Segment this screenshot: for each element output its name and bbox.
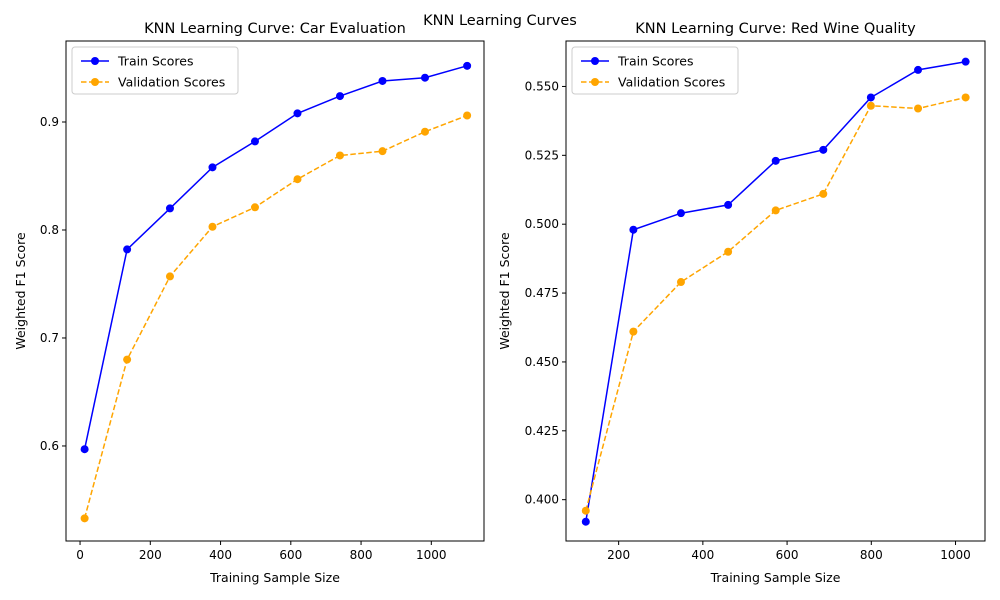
x-tick-label: 600 [279, 548, 302, 562]
data-point-train-scores [420, 73, 429, 82]
data-point-validation-scores [819, 189, 828, 198]
y-tick-label: 0.525 [525, 148, 559, 162]
data-point-validation-scores [463, 111, 472, 120]
data-point-validation-scores [581, 506, 590, 515]
y-tick-label: 0.8 [40, 223, 59, 237]
data-point-validation-scores [866, 101, 875, 110]
plot-frame [65, 40, 485, 542]
series-train-scores [80, 61, 472, 454]
y-tick-label: 0.7 [40, 331, 59, 345]
data-point-validation-scores [335, 151, 344, 160]
data-point-validation-scores [914, 104, 923, 113]
legend-marker [591, 78, 599, 86]
series-validation-scores [80, 111, 472, 523]
y-tick-label: 0.475 [525, 286, 559, 300]
data-point-train-scores [165, 204, 174, 213]
y-tick-label: 0.9 [40, 115, 59, 129]
series-validation-scores [581, 93, 970, 515]
x-tick-label: 1000 [416, 548, 447, 562]
data-point-validation-scores [771, 206, 780, 215]
data-point-train-scores [123, 245, 132, 254]
red-wine-quality-chart: KNN Learning Curve: Red Wine Quality 200 4… [497, 21, 986, 585]
data-point-validation-scores [378, 147, 387, 156]
series-train-scores [581, 57, 970, 526]
car-evaluation-chart: KNN Learning Curve: Car Evaluation 0 200 40… [13, 21, 485, 585]
figure-title: KNN Learning Curves [423, 13, 577, 29]
y-tick-label: 0.6 [40, 439, 59, 453]
data-point-train-scores [676, 209, 685, 218]
legend: Train Scores Validation Scores [571, 46, 739, 95]
data-point-validation-scores [676, 278, 685, 287]
series-line-train-scores [83, 65, 468, 450]
x-tick-label: 400 [691, 548, 714, 562]
legend-marker [91, 78, 99, 86]
data-point-train-scores [771, 156, 780, 165]
y-axis-label: Weighted F1 Score [497, 232, 512, 350]
data-point-validation-scores [724, 247, 733, 256]
data-point-train-scores [961, 57, 970, 66]
data-point-train-scores [866, 93, 875, 102]
x-tick-label: 800 [350, 548, 373, 562]
x-axis-label: Training Sample Size [209, 570, 340, 585]
legend: Train Scores Validation Scores [71, 46, 239, 95]
x-tick-label: 1000 [940, 548, 971, 562]
legend-marker [591, 57, 599, 65]
data-point-train-scores [914, 65, 923, 74]
x-tick-label: 200 [607, 548, 630, 562]
chart-title: KNN Learning Curve: Red Wine Quality [635, 21, 916, 37]
data-point-train-scores [581, 517, 590, 526]
data-point-train-scores [724, 200, 733, 209]
x-tick-label: 800 [860, 548, 883, 562]
chart-title: KNN Learning Curve: Car Evaluation [144, 21, 406, 37]
legend-label: Train Scores [117, 54, 194, 69]
data-point-train-scores [378, 76, 387, 85]
legend-marker [91, 57, 99, 65]
legend-box [71, 46, 239, 95]
legend-box [571, 46, 739, 95]
series-line-train-scores [585, 60, 966, 522]
y-tick-label: 0.450 [525, 355, 559, 369]
data-point-validation-scores [420, 127, 429, 136]
y-tick-label: 0.400 [525, 493, 559, 507]
x-tick-label: 600 [776, 548, 799, 562]
data-point-validation-scores [208, 222, 217, 231]
data-point-validation-scores [165, 272, 174, 281]
data-point-validation-scores [250, 203, 259, 212]
data-point-train-scores [208, 163, 217, 172]
data-point-validation-scores [961, 93, 970, 102]
x-axis-label: Training Sample Size [710, 570, 841, 585]
data-point-train-scores [629, 225, 638, 234]
y-axis-label: Weighted F1 Score [13, 232, 28, 350]
data-point-train-scores [463, 61, 472, 70]
x-tick-label: 200 [139, 548, 162, 562]
plot-frame [565, 40, 986, 542]
x-tick-label: 0 [76, 548, 84, 562]
data-point-validation-scores [629, 327, 638, 336]
data-point-train-scores [335, 92, 344, 101]
data-point-train-scores [293, 109, 302, 118]
legend-label: Validation Scores [118, 75, 225, 90]
data-point-validation-scores [80, 514, 89, 523]
x-tick-label: 400 [209, 548, 232, 562]
data-point-train-scores [80, 445, 89, 454]
data-point-validation-scores [293, 175, 302, 184]
legend-label: Train Scores [617, 54, 694, 69]
series-line-validation-scores [83, 114, 468, 519]
y-tick-label: 0.425 [525, 424, 559, 438]
legend-label: Validation Scores [618, 75, 725, 90]
y-tick-label: 0.550 [525, 79, 559, 93]
data-point-train-scores [250, 137, 259, 146]
data-point-validation-scores [123, 355, 132, 364]
data-point-train-scores [819, 145, 828, 154]
y-tick-label: 0.500 [525, 217, 559, 231]
